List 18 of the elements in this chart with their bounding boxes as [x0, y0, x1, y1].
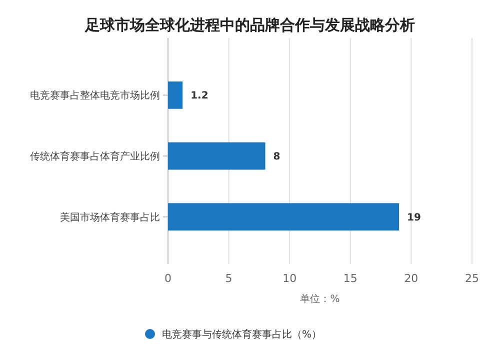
x-tick-label: 20 [404, 272, 418, 285]
bar [168, 81, 183, 109]
x-tick-label: 0 [164, 272, 172, 285]
y-tick-label: 美国市场体育赛事占比 [60, 211, 160, 224]
chart-title: 足球市场全球化进程中的品牌合作与发展战略分析 [84, 16, 415, 34]
x-axis-title: 单位：% [300, 293, 340, 305]
x-tick-label: 25 [465, 272, 479, 285]
legend-label: 电竞赛事与传统体育赛事占比（%） [162, 328, 322, 340]
y-tick-label: 电竞赛事占整体电竞市场比例 [30, 90, 160, 102]
data-label: 1.2 [190, 90, 208, 102]
y-tick-label: 传统体育赛事占体育产业比例 [30, 150, 160, 162]
data-label: 8 [273, 152, 280, 162]
data-label: 19 [407, 212, 421, 224]
x-tick-label: 5 [225, 272, 232, 285]
x-tick-label: 10 [282, 272, 297, 285]
bar [168, 203, 400, 231]
x-tick-label: 15 [343, 272, 358, 285]
bar [168, 142, 266, 170]
